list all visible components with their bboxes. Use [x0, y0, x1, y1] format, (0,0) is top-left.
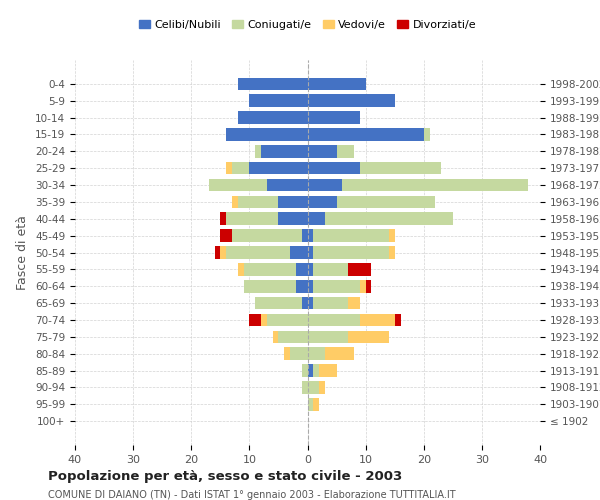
Bar — [209, 178, 267, 192]
Bar — [343, 178, 529, 192]
Bar — [238, 196, 278, 208]
Bar — [389, 246, 395, 259]
Bar — [226, 212, 278, 225]
Bar — [308, 314, 360, 326]
Bar — [244, 280, 296, 292]
Bar — [360, 280, 365, 292]
Bar — [308, 145, 337, 158]
Bar — [250, 314, 261, 326]
Bar — [308, 178, 343, 192]
Bar — [296, 280, 308, 292]
Bar — [319, 381, 325, 394]
Bar — [238, 78, 308, 90]
Bar — [278, 330, 308, 343]
Bar — [226, 162, 232, 174]
Bar — [250, 162, 308, 174]
Bar — [308, 246, 313, 259]
Bar — [302, 297, 308, 310]
Bar — [232, 162, 250, 174]
Bar — [389, 230, 395, 242]
Bar — [360, 314, 395, 326]
Bar — [220, 212, 226, 225]
Bar — [308, 297, 313, 310]
Bar — [308, 128, 424, 141]
Bar — [232, 196, 238, 208]
Y-axis label: Fasce di età: Fasce di età — [16, 215, 29, 290]
Bar — [313, 364, 319, 377]
Bar — [296, 263, 308, 276]
Bar — [313, 297, 348, 310]
Bar — [313, 230, 389, 242]
Bar — [313, 398, 319, 410]
Bar — [337, 145, 354, 158]
Bar — [261, 314, 267, 326]
Bar — [313, 246, 389, 259]
Bar — [255, 145, 261, 158]
Bar — [302, 230, 308, 242]
Bar — [284, 348, 290, 360]
Bar — [348, 263, 371, 276]
Bar — [272, 330, 278, 343]
Bar — [308, 212, 325, 225]
Bar — [278, 196, 308, 208]
Bar — [255, 297, 302, 310]
Bar — [308, 94, 395, 107]
Bar — [308, 263, 313, 276]
Bar — [302, 381, 308, 394]
Bar — [348, 330, 389, 343]
Bar — [308, 162, 360, 174]
Bar — [278, 212, 308, 225]
Bar — [325, 348, 354, 360]
Bar — [395, 314, 401, 326]
Bar — [226, 128, 308, 141]
Bar — [220, 230, 232, 242]
Bar — [267, 314, 308, 326]
Bar — [313, 263, 348, 276]
Text: COMUNE DI DAIANO (TN) - Dati ISTAT 1° gennaio 2003 - Elaborazione TUTTITALIA.IT: COMUNE DI DAIANO (TN) - Dati ISTAT 1° ge… — [48, 490, 455, 500]
Bar — [232, 230, 302, 242]
Bar — [302, 364, 308, 377]
Legend: Celibi/Nubili, Coniugati/e, Vedovi/e, Divorziati/e: Celibi/Nubili, Coniugati/e, Vedovi/e, Di… — [134, 16, 481, 34]
Bar — [424, 128, 430, 141]
Bar — [313, 280, 360, 292]
Bar — [220, 246, 226, 259]
Bar — [215, 246, 220, 259]
Bar — [308, 196, 337, 208]
Bar — [308, 280, 313, 292]
Bar — [308, 348, 325, 360]
Bar — [360, 162, 441, 174]
Bar — [238, 263, 244, 276]
Bar — [337, 196, 436, 208]
Bar — [365, 280, 371, 292]
Bar — [308, 78, 365, 90]
Bar — [308, 111, 360, 124]
Bar — [308, 364, 313, 377]
Bar — [308, 398, 313, 410]
Bar — [290, 348, 308, 360]
Bar — [244, 263, 296, 276]
Bar — [319, 364, 337, 377]
Bar — [348, 297, 360, 310]
Bar — [261, 145, 308, 158]
Bar — [325, 212, 453, 225]
Bar — [308, 230, 313, 242]
Bar — [238, 111, 308, 124]
Bar — [290, 246, 308, 259]
Bar — [226, 246, 290, 259]
Bar — [250, 94, 308, 107]
Bar — [308, 330, 348, 343]
Bar — [308, 381, 319, 394]
Bar — [267, 178, 308, 192]
Text: Popolazione per età, sesso e stato civile - 2003: Popolazione per età, sesso e stato civil… — [48, 470, 402, 483]
